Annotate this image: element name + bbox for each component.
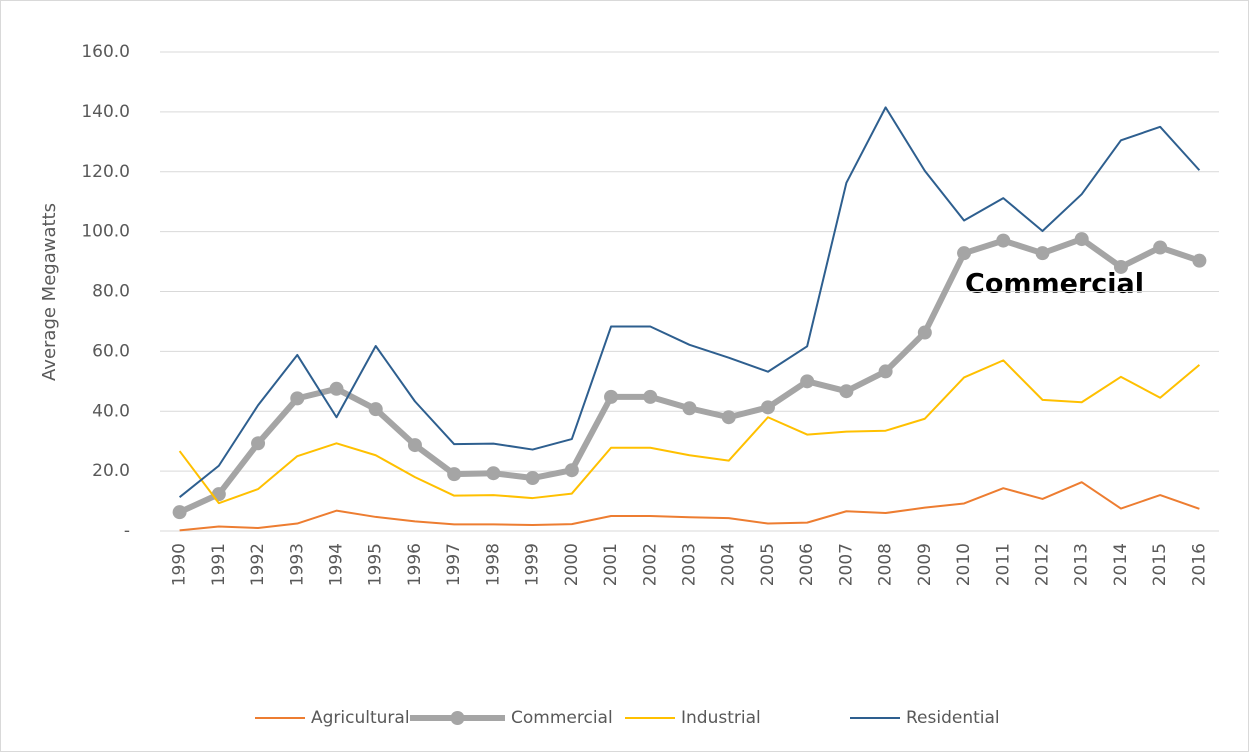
x-tick-label: 2012 <box>1033 543 1053 586</box>
x-tick-label: 2013 <box>1072 543 1092 586</box>
marker <box>1113 259 1128 274</box>
y-tick-label: 60.0 <box>92 341 130 361</box>
y-tick-label: 20.0 <box>92 461 130 481</box>
x-tick-label: 1991 <box>209 543 229 586</box>
series-line <box>178 359 1201 505</box>
marker <box>1035 246 1050 261</box>
x-tick-label: 2003 <box>680 543 700 586</box>
marker <box>172 505 187 520</box>
x-tick-label: 2002 <box>640 543 660 586</box>
series-line <box>179 481 1200 532</box>
marker <box>329 381 344 396</box>
x-tick-label: 2007 <box>836 543 856 586</box>
marker <box>251 436 266 451</box>
x-tick-label: 2008 <box>876 543 896 586</box>
x-tick-label: 1998 <box>483 543 503 586</box>
x-tick-label: 2016 <box>1189 543 1209 586</box>
y-axis-label: Average Megawatts <box>39 203 60 381</box>
marker <box>917 325 932 340</box>
y-tick-label: 160.0 <box>81 42 130 62</box>
marker <box>682 401 697 416</box>
x-tick-label: 2005 <box>758 543 778 586</box>
x-tick-label: 1997 <box>444 543 464 586</box>
y-tick-label: 80.0 <box>92 282 130 302</box>
marker <box>525 471 540 486</box>
marker <box>800 374 815 389</box>
marker <box>211 487 226 502</box>
x-tick-label: 1994 <box>327 543 347 586</box>
x-tick-label: 2000 <box>562 543 582 586</box>
marker <box>564 463 579 478</box>
x-tick-label: 1992 <box>248 543 268 586</box>
x-tick-label: 2004 <box>719 543 739 586</box>
legend-marker <box>450 711 465 725</box>
x-tick-label: 1999 <box>523 543 543 586</box>
marker <box>368 402 383 417</box>
marker <box>604 389 619 404</box>
annotation: Commercial <box>965 269 1144 300</box>
legend-label: Commercial <box>511 708 613 728</box>
marker <box>721 410 736 425</box>
x-tick-label: 2009 <box>915 543 935 586</box>
y-tick-label: 140.0 <box>81 102 130 122</box>
legend-label: Residential <box>906 708 1000 728</box>
marker <box>447 467 462 482</box>
marker <box>1074 232 1089 247</box>
x-tick-label: 2001 <box>601 543 621 586</box>
x-tick-label: 2006 <box>797 543 817 586</box>
y-tick-label: 120.0 <box>81 162 130 182</box>
series-line <box>178 106 1201 498</box>
marker <box>486 466 501 481</box>
y-tick-label: 100.0 <box>81 222 130 242</box>
marker <box>643 389 658 404</box>
x-tick-label: 2010 <box>954 543 974 586</box>
marker <box>1192 253 1207 268</box>
marker <box>760 400 775 415</box>
marker <box>1153 240 1168 255</box>
x-tick-label: 2011 <box>993 543 1013 586</box>
x-tick-label: 2014 <box>1111 543 1131 586</box>
marker <box>839 384 854 399</box>
marker <box>290 391 305 406</box>
x-tick-label: 2015 <box>1150 543 1170 586</box>
x-tick-label: 1996 <box>405 543 425 586</box>
marker <box>878 364 893 379</box>
y-tick-label: 40.0 <box>92 401 130 421</box>
legend-label: Agricultural <box>311 708 410 728</box>
marker <box>957 246 972 261</box>
y-tick-label: - <box>124 521 130 541</box>
marker <box>407 438 422 453</box>
marker <box>996 233 1011 248</box>
legend-label: Industrial <box>681 708 761 728</box>
x-tick-label: 1993 <box>287 543 307 586</box>
x-tick-label: 1995 <box>366 543 386 586</box>
x-tick-label: 1990 <box>170 543 190 586</box>
